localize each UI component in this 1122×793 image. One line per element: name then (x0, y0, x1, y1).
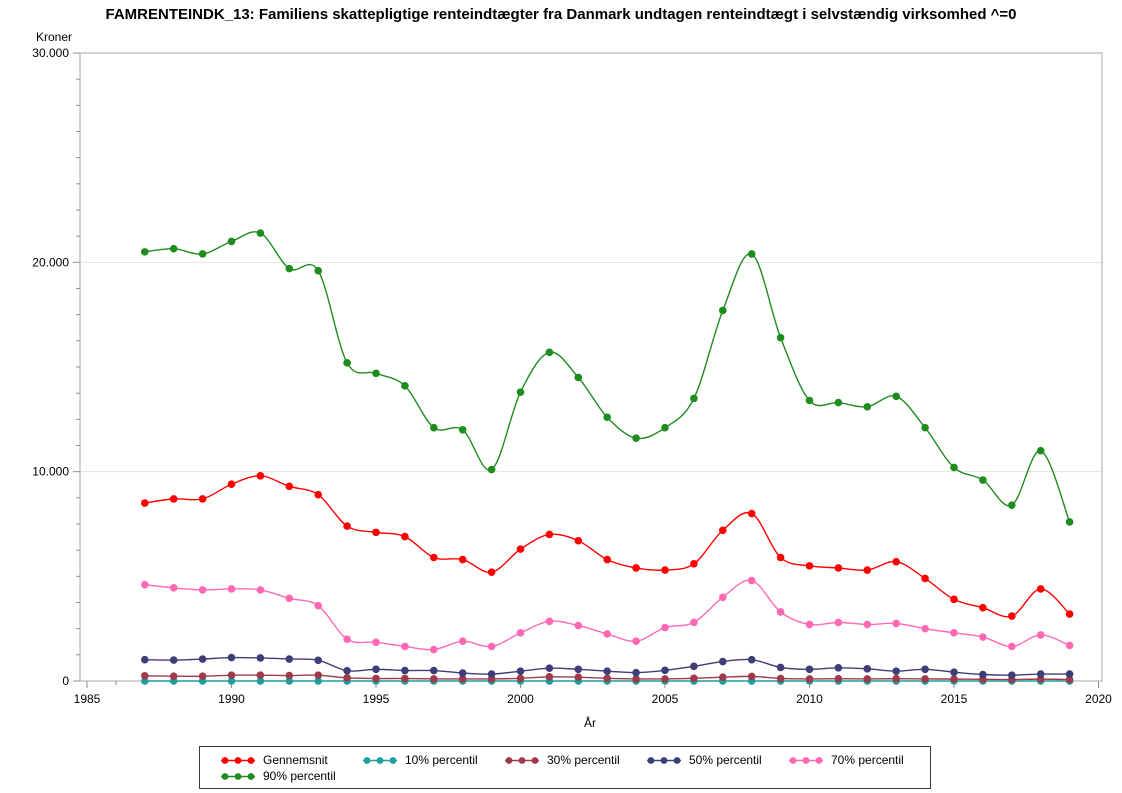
svg-text:2010: 2010 (796, 692, 823, 706)
legend-marker-icon (647, 756, 681, 764)
legend-item-10-percentil: 10% percentil (362, 753, 504, 767)
legend-marker-icon (789, 756, 823, 764)
series-50-percentil (141, 653, 1074, 679)
x-axis-label: År (584, 716, 596, 730)
legend-item-70-percentil: 70% percentil (788, 753, 930, 767)
svg-text:10.000: 10.000 (32, 465, 69, 479)
legend-label: 10% percentil (405, 753, 478, 767)
legend-label: Gennemsnit (263, 753, 328, 767)
svg-text:2000: 2000 (507, 692, 534, 706)
legend-marker-icon (221, 772, 255, 780)
series-70-percentil (141, 576, 1074, 654)
svg-text:1995: 1995 (363, 692, 390, 706)
legend-label: 90% percentil (263, 769, 336, 783)
y-axis-label: Kroner (36, 30, 73, 44)
svg-text:1990: 1990 (218, 692, 245, 706)
legend-label: 50% percentil (689, 753, 762, 767)
legend-item-90-percentil: 90% percentil (220, 769, 368, 783)
svg-text:2020: 2020 (1085, 692, 1112, 706)
svg-text:2015: 2015 (941, 692, 968, 706)
legend-label: 30% percentil (547, 753, 620, 767)
svg-text:0: 0 (62, 674, 69, 688)
legend-item-50-percentil: 50% percentil (646, 753, 788, 767)
legend-label: 70% percentil (831, 753, 904, 767)
legend-marker-icon (505, 756, 539, 764)
svg-text:2005: 2005 (652, 692, 679, 706)
legend-item-gennemsnit: Gennemsnit (220, 753, 362, 767)
legend-marker-icon (363, 756, 397, 764)
legend-row-2: 90% percentil (220, 768, 930, 784)
legend-marker-icon (221, 756, 255, 764)
svg-text:20.000: 20.000 (32, 255, 69, 269)
series-90-percentil (141, 229, 1074, 526)
svg-text:30.000: 30.000 (32, 46, 69, 60)
legend-row-1: Gennemsnit 10% percentil 30% percentil 5… (220, 752, 930, 768)
legend-item-30-percentil: 30% percentil (504, 753, 646, 767)
series-30-percentil (141, 671, 1074, 684)
line-chart: 0 10.000 20.000 30.000 1985 1990 1995 2000 2005 2… (32, 46, 1112, 706)
legend: Gennemsnit 10% percentil 30% percentil 5… (199, 746, 931, 789)
svg-text:1985: 1985 (74, 692, 101, 706)
chart-title: FAMRENTEINDK_13: Familiens skattepligtig… (105, 6, 1017, 23)
series-gennemsnit (141, 472, 1074, 620)
